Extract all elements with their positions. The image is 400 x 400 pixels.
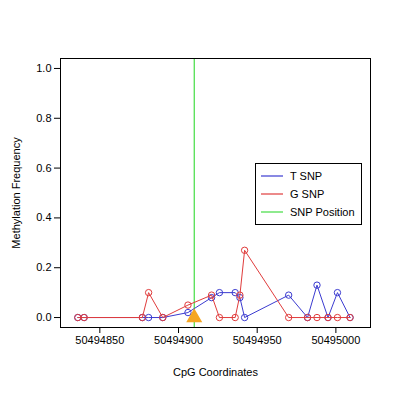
svg-text:0.2: 0.2 [36,261,51,273]
html-text:G SNP: G SNP [290,188,325,200]
svg-text:0.0: 0.0 [36,311,51,323]
html-text:SNP Position: SNP Position [290,206,355,218]
html-text:T SNP: T SNP [290,170,323,182]
svg-text:50494950: 50494950 [233,334,282,346]
svg-text:0.6: 0.6 [36,162,51,174]
svg-text:50494900: 50494900 [154,334,203,346]
svg-text:1.0: 1.0 [36,62,51,74]
svg-text:0.8: 0.8 [36,112,51,124]
svg-text:50494850: 50494850 [75,334,124,346]
svg-text:Methylation Frequency: Methylation Frequency [10,137,22,249]
svg-text:50495000: 50495000 [311,334,360,346]
svg-text:0.4: 0.4 [36,211,51,223]
svg-text:CpG Coordinates: CpG Coordinates [173,366,258,378]
